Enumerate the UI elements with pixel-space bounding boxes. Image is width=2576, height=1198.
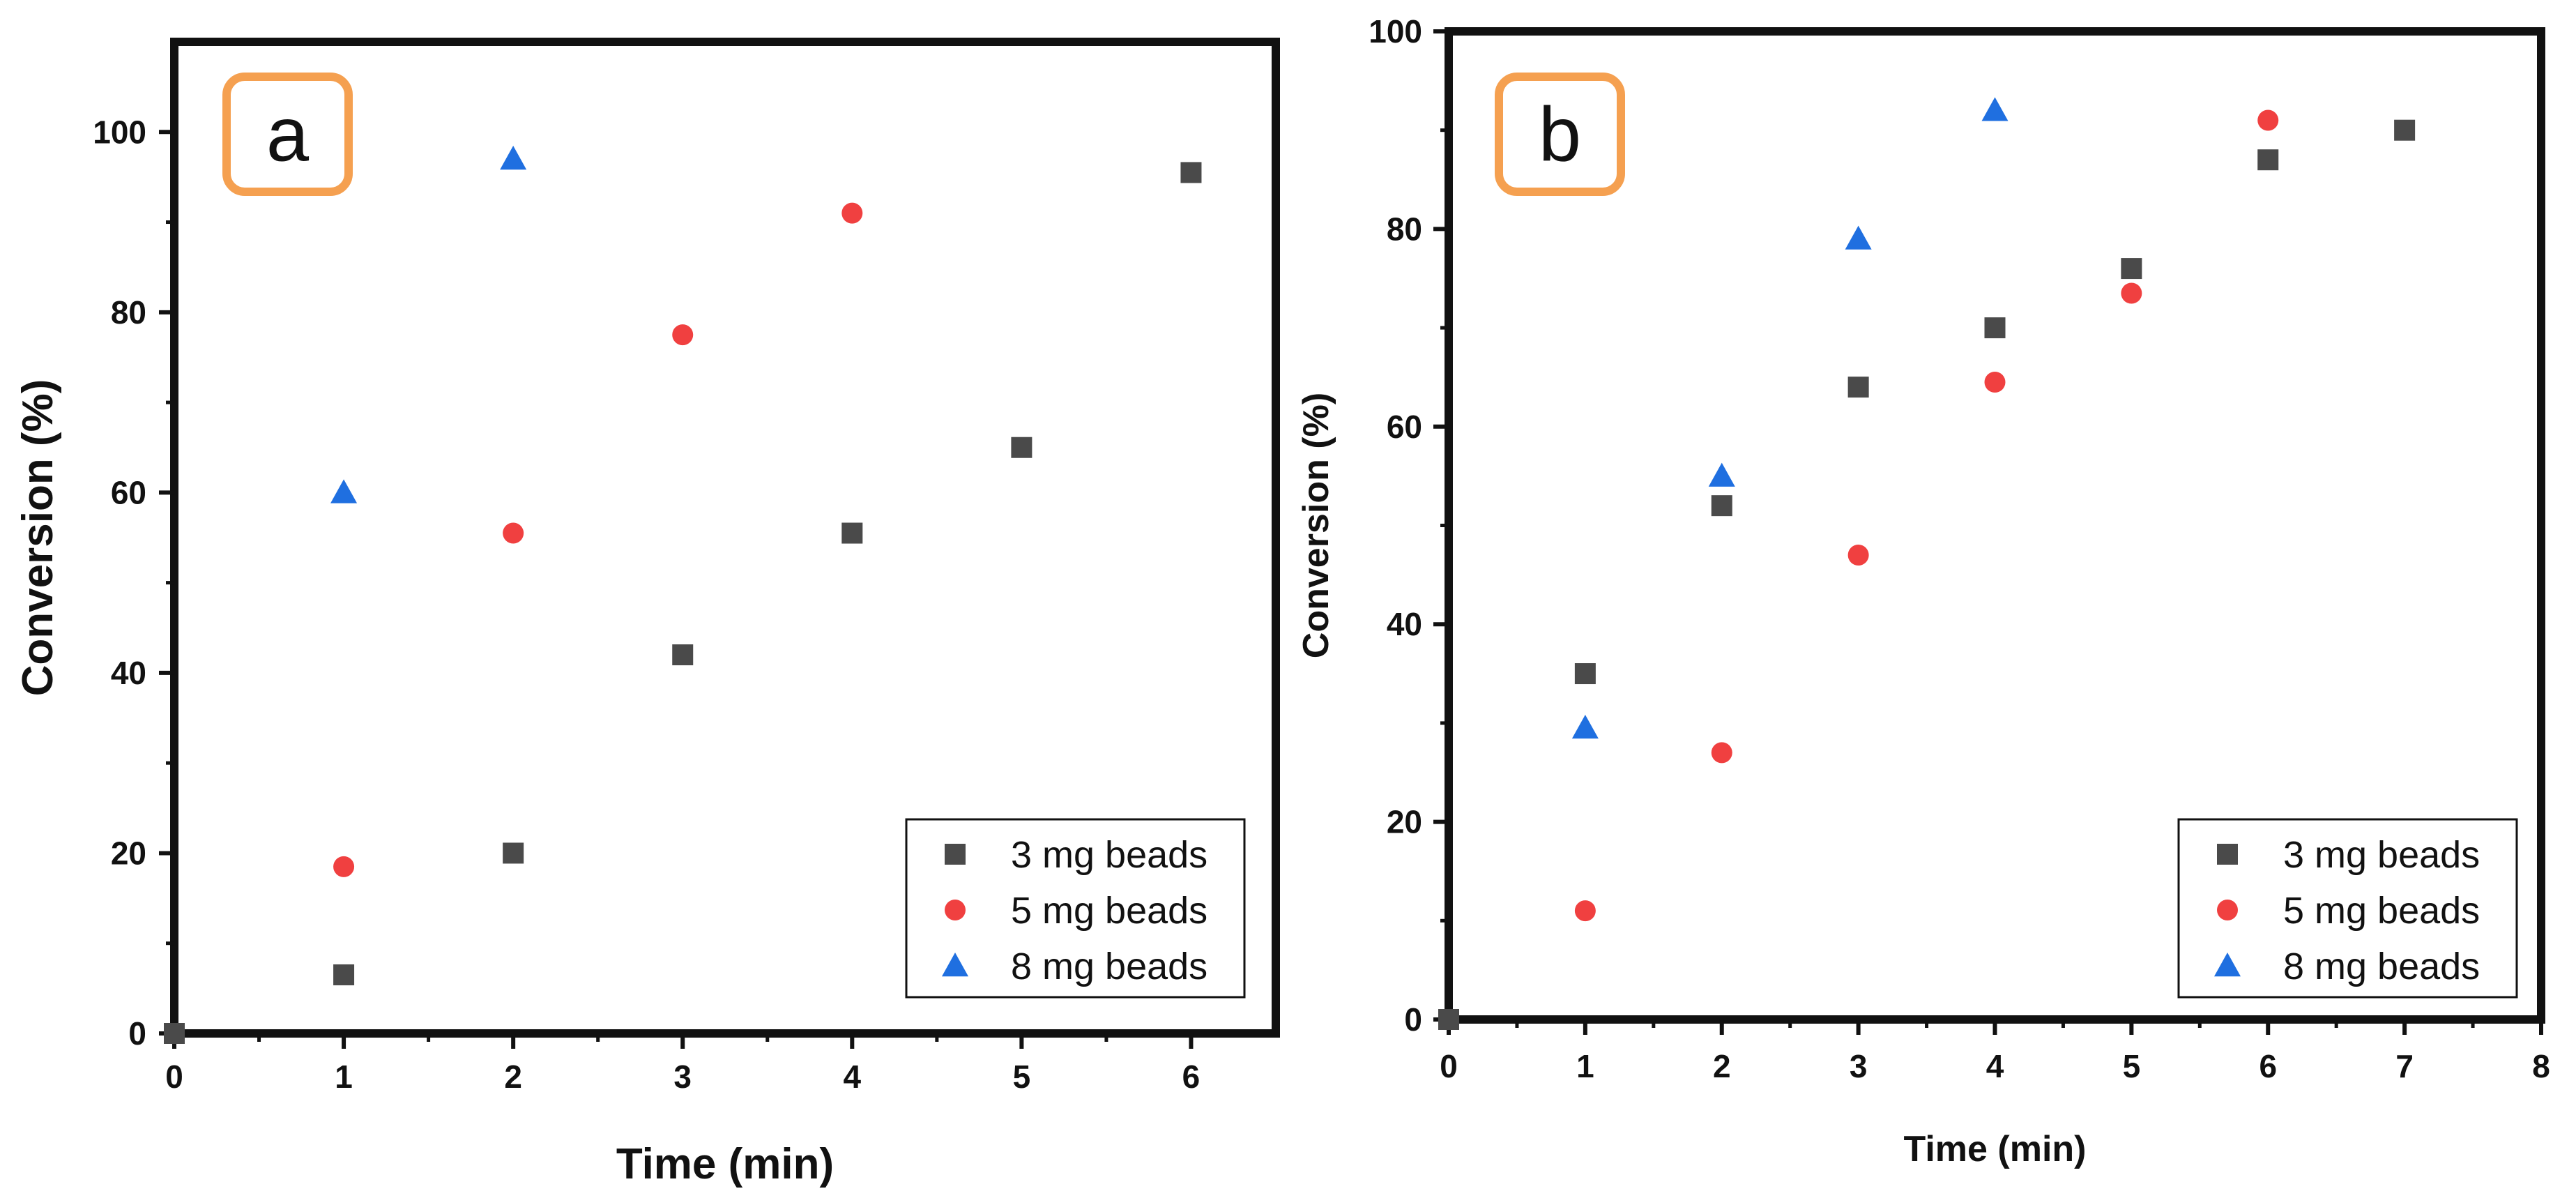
- y-tick-label: 40: [1387, 606, 1422, 642]
- x-tick-label: 1: [335, 1059, 353, 1095]
- data-point-triangle: [1845, 225, 1872, 250]
- y-tick-label: 0: [1404, 1001, 1422, 1038]
- data-point-circle: [1984, 372, 2006, 393]
- y-axis-title: Conversion (%): [1296, 393, 1336, 658]
- panel-label: b: [1539, 92, 1581, 178]
- legend-label: 3 mg beads: [2283, 834, 2480, 876]
- plot-frame: [170, 38, 1280, 1038]
- y-tick-label: 20: [1387, 804, 1422, 840]
- y-tick-label: 100: [1369, 13, 1422, 50]
- y-tick-label: 100: [93, 114, 146, 150]
- legend-label: 5 mg beads: [1011, 890, 1207, 932]
- data-point-square: [2394, 119, 2416, 141]
- y-tick-label: 20: [111, 835, 146, 871]
- x-tick-label: 4: [844, 1059, 862, 1095]
- data-point-square: [1711, 495, 1732, 517]
- x-tick-label: 6: [1182, 1059, 1201, 1095]
- x-axis-title: Time (min): [1904, 1129, 2087, 1169]
- data-point-square: [1984, 317, 2006, 339]
- x-tick-label: 2: [504, 1059, 522, 1095]
- legend-label: 3 mg beads: [1011, 834, 1207, 876]
- legend-marker-triangle: [942, 953, 968, 977]
- data-point-square: [672, 644, 694, 666]
- x-tick-label: 5: [2123, 1048, 2141, 1084]
- legend-label: 5 mg beads: [2283, 890, 2480, 932]
- y-tick-label: 40: [111, 655, 146, 691]
- data-point-circle: [841, 202, 863, 224]
- x-tick-label: 3: [1850, 1048, 1868, 1084]
- data-point-circle: [2257, 109, 2279, 131]
- y-tick-label: 60: [1387, 409, 1422, 445]
- data-point-circle: [503, 522, 524, 544]
- data-point-square: [1011, 437, 1032, 458]
- legend-label: 8 mg beads: [2283, 946, 2480, 987]
- x-tick-label: 7: [2395, 1048, 2414, 1084]
- data-point-square: [2257, 149, 2279, 171]
- data-point-circle: [1847, 545, 1869, 566]
- y-axis-title: Conversion (%): [14, 379, 62, 697]
- x-tick-label: 5: [1013, 1059, 1031, 1095]
- y-tick-label: 80: [1387, 211, 1422, 247]
- data-point-circle: [1574, 900, 1596, 922]
- data-point-circle: [333, 856, 355, 877]
- x-tick-label: 2: [1713, 1048, 1731, 1084]
- x-tick-label: 0: [165, 1059, 183, 1095]
- panel-label-badge: [1495, 73, 1625, 196]
- legend-label: 8 mg beads: [1011, 946, 1207, 987]
- x-tick-label: 0: [1440, 1048, 1458, 1084]
- data-point-square: [164, 1023, 185, 1044]
- x-tick-label: 3: [673, 1059, 692, 1095]
- y-tick-label: 80: [111, 294, 146, 331]
- data-point-square: [503, 842, 524, 864]
- x-tick-label: 1: [1576, 1048, 1594, 1084]
- panel-label: a: [266, 92, 310, 178]
- data-point-triangle: [1981, 97, 2009, 121]
- legend-marker-circle: [945, 900, 966, 920]
- legend-marker-square: [945, 844, 966, 865]
- data-point-triangle: [1708, 462, 1735, 487]
- x-tick-label: 4: [1986, 1048, 2004, 1084]
- panel-label-badge: [222, 73, 353, 196]
- y-tick-label: 0: [128, 1015, 146, 1052]
- data-point-square: [841, 522, 863, 544]
- x-tick-label: 6: [2259, 1048, 2277, 1084]
- data-point-triangle: [500, 146, 527, 170]
- data-point-square: [1847, 377, 1869, 398]
- legend-marker-circle: [2217, 900, 2238, 920]
- data-point-circle: [2121, 282, 2142, 304]
- x-tick-label: 8: [2532, 1048, 2550, 1084]
- legend-marker-square: [2217, 844, 2238, 865]
- y-tick-label: 60: [111, 474, 146, 510]
- data-point-triangle: [330, 479, 358, 503]
- x-axis-title: Time (min): [616, 1140, 834, 1188]
- legend-marker-triangle: [2214, 953, 2241, 977]
- data-point-circle: [672, 324, 694, 346]
- data-point-square: [2121, 258, 2142, 280]
- data-point-circle: [1711, 742, 1732, 764]
- data-point-square: [1438, 1009, 1459, 1030]
- data-point-triangle: [1571, 714, 1599, 739]
- data-point-square: [1574, 663, 1596, 685]
- data-point-square: [333, 964, 355, 985]
- data-point-square: [1180, 162, 1202, 183]
